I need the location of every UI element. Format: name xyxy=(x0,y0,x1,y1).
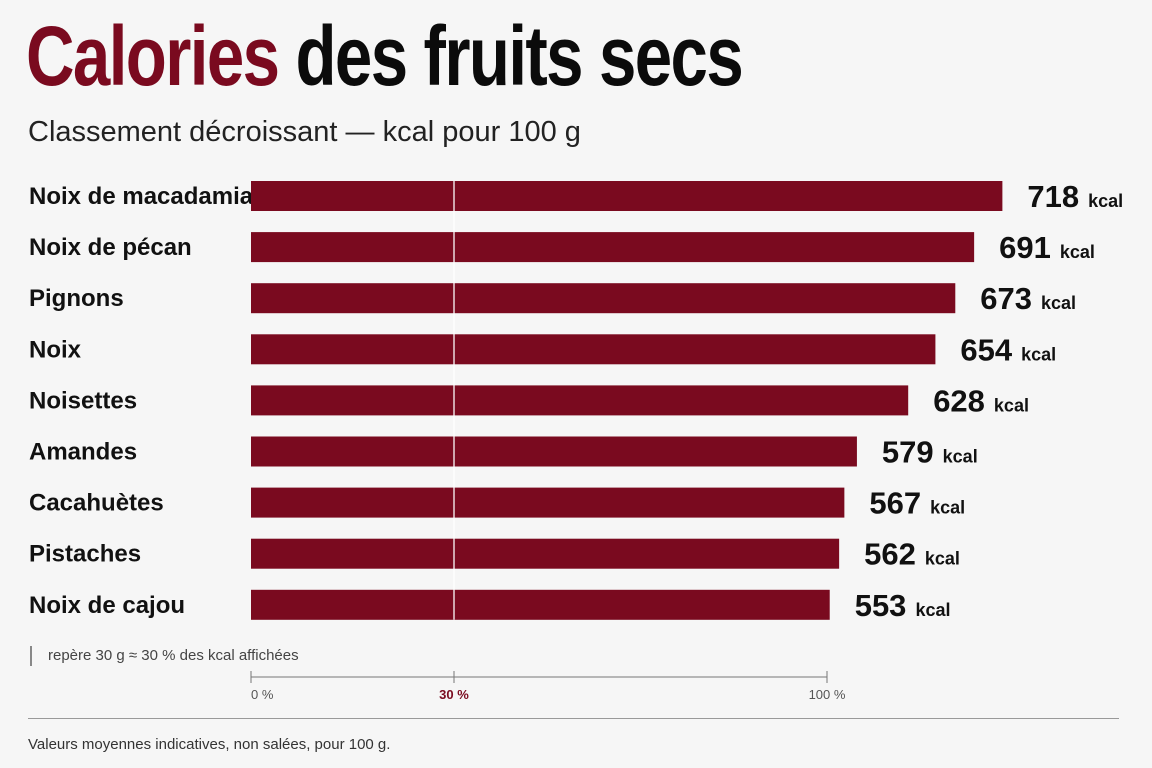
value-label: 579 kcal xyxy=(882,435,978,470)
category-label: Cacahuètes xyxy=(29,490,164,517)
footer-divider xyxy=(28,718,1119,719)
unit-label: kcal xyxy=(943,447,978,467)
value-label: 673 kcal xyxy=(980,281,1076,316)
value-label: 718 kcal xyxy=(1027,179,1123,214)
scale-tick-label: 100 % xyxy=(809,687,846,702)
bar xyxy=(251,334,936,365)
unit-label: kcal xyxy=(994,395,1029,415)
bar xyxy=(251,538,840,569)
scale-tick-label: 30 % xyxy=(439,687,469,702)
category-label: Noix xyxy=(29,336,82,363)
category-label: Noix de pécan xyxy=(29,234,192,261)
chart-title-accent: Calories xyxy=(26,9,280,103)
unit-label: kcal xyxy=(925,549,960,569)
bar xyxy=(251,232,975,263)
reference-note: repère 30 g ≈ 30 % des kcal affichées xyxy=(30,646,299,666)
value-label: 553 kcal xyxy=(855,588,951,623)
footer-note: Valeurs moyennes indicatives, non salées… xyxy=(28,736,391,753)
chart-subtitle: Classement décroissant — kcal pour 100 g xyxy=(28,116,581,148)
value-label: 691 kcal xyxy=(999,230,1095,265)
category-label: Pistaches xyxy=(29,541,141,568)
unit-label: kcal xyxy=(1021,344,1056,364)
bar xyxy=(251,283,956,314)
unit-label: kcal xyxy=(1060,242,1095,262)
category-label: Noix de cajou xyxy=(29,592,185,619)
bar xyxy=(251,487,845,518)
bar xyxy=(251,589,830,620)
chart-title-rest: des fruits secs xyxy=(278,9,743,103)
value-label: 562 kcal xyxy=(864,537,960,572)
category-label: Noix de macadamia xyxy=(29,183,254,210)
category-label: Noisettes xyxy=(29,387,137,414)
category-label: Pignons xyxy=(29,285,124,312)
value-label: 628 kcal xyxy=(933,383,1029,418)
unit-label: kcal xyxy=(915,600,950,620)
bar xyxy=(251,181,1003,211)
chart-title: Calories des fruits secs xyxy=(26,6,744,106)
category-label: Amandes xyxy=(29,439,137,466)
value-label: 654 kcal xyxy=(960,332,1056,367)
unit-label: kcal xyxy=(930,498,965,518)
unit-label: kcal xyxy=(1041,293,1076,313)
bar-chart: Noix de macadamia 718 kcal Noix de pécan 691… xyxy=(29,179,1123,702)
bar xyxy=(251,385,909,416)
unit-label: kcal xyxy=(1088,191,1123,211)
bar xyxy=(251,436,857,467)
value-label: 567 kcal xyxy=(869,486,965,521)
scale-tick-label: 0 % xyxy=(251,687,274,702)
